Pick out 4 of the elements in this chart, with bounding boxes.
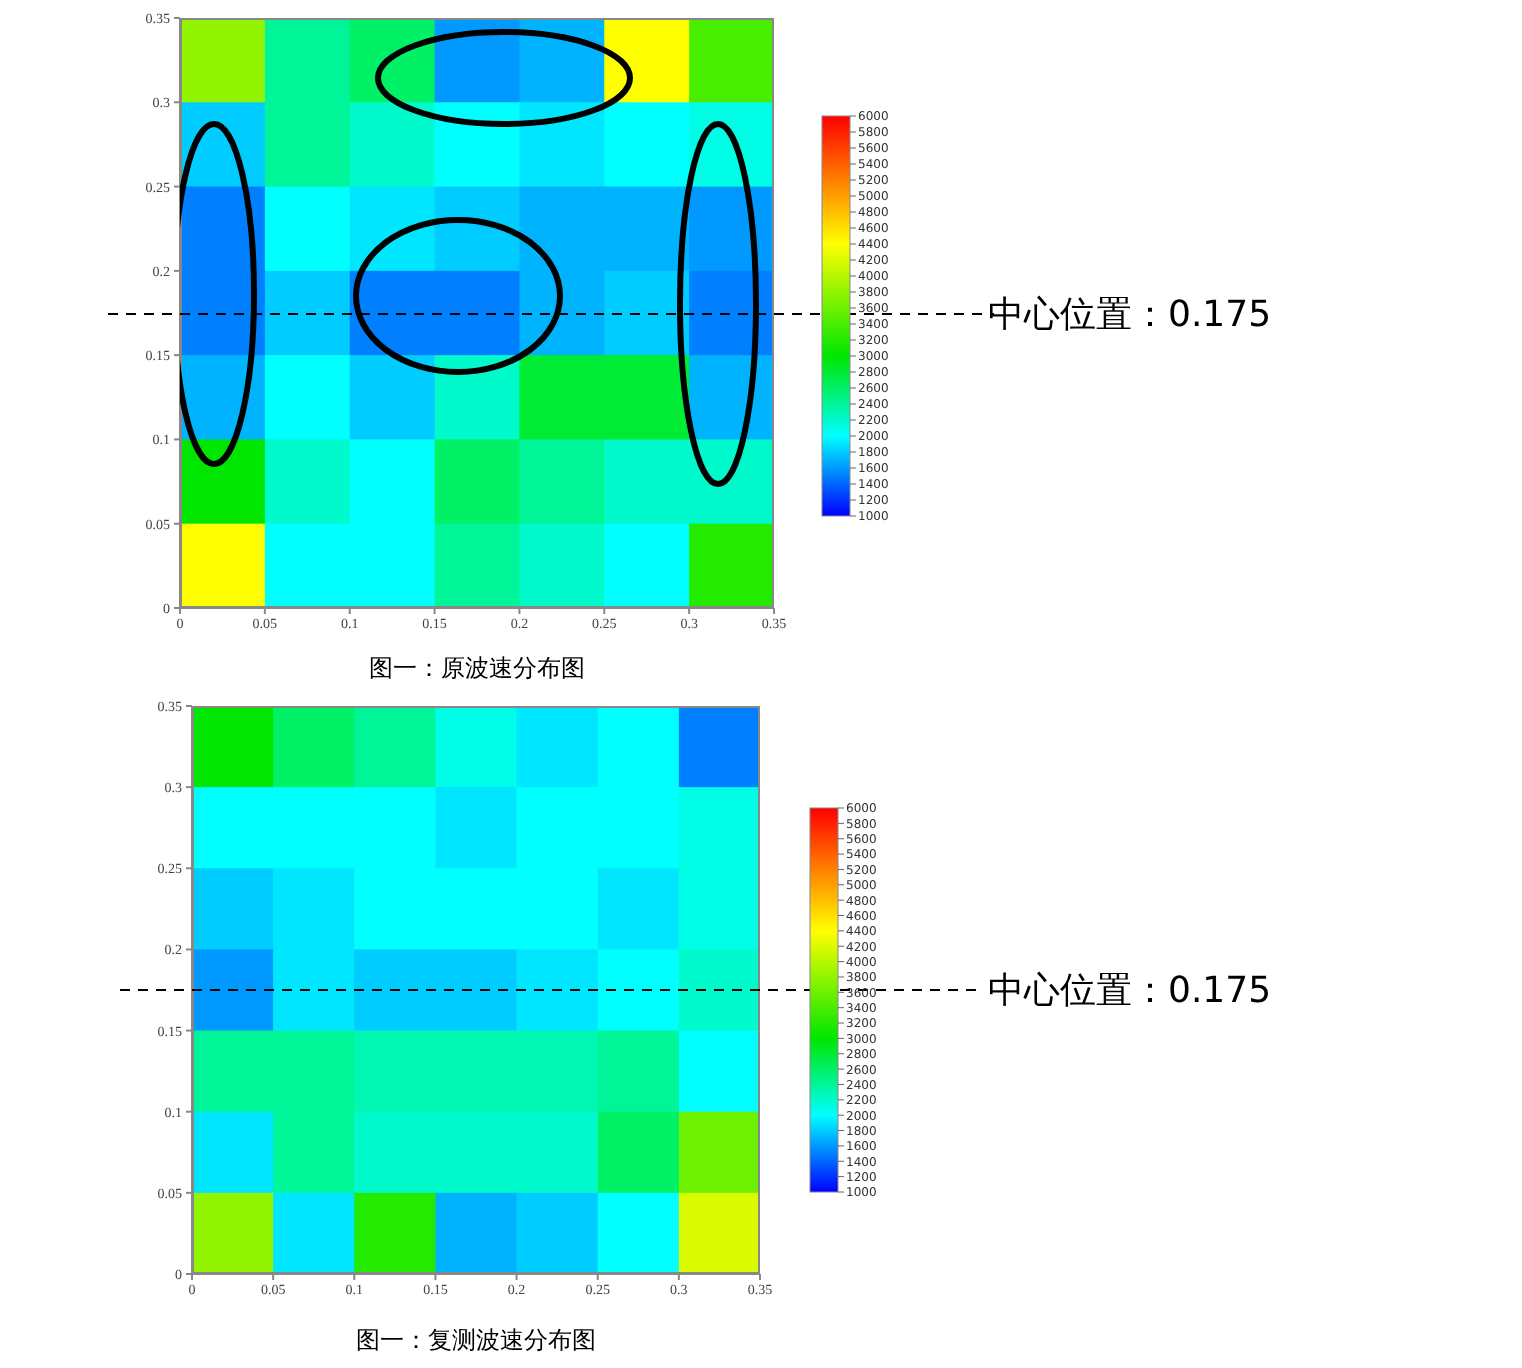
text: 图一：复测波速分布图	[354, 1324, 598, 1358]
ref-line-label: 中心位置：0.175	[988, 293, 1272, 335]
ref-line-label: 中心位置：0.175	[988, 970, 1272, 1012]
text: 图一：原波速分布图	[367, 652, 587, 686]
